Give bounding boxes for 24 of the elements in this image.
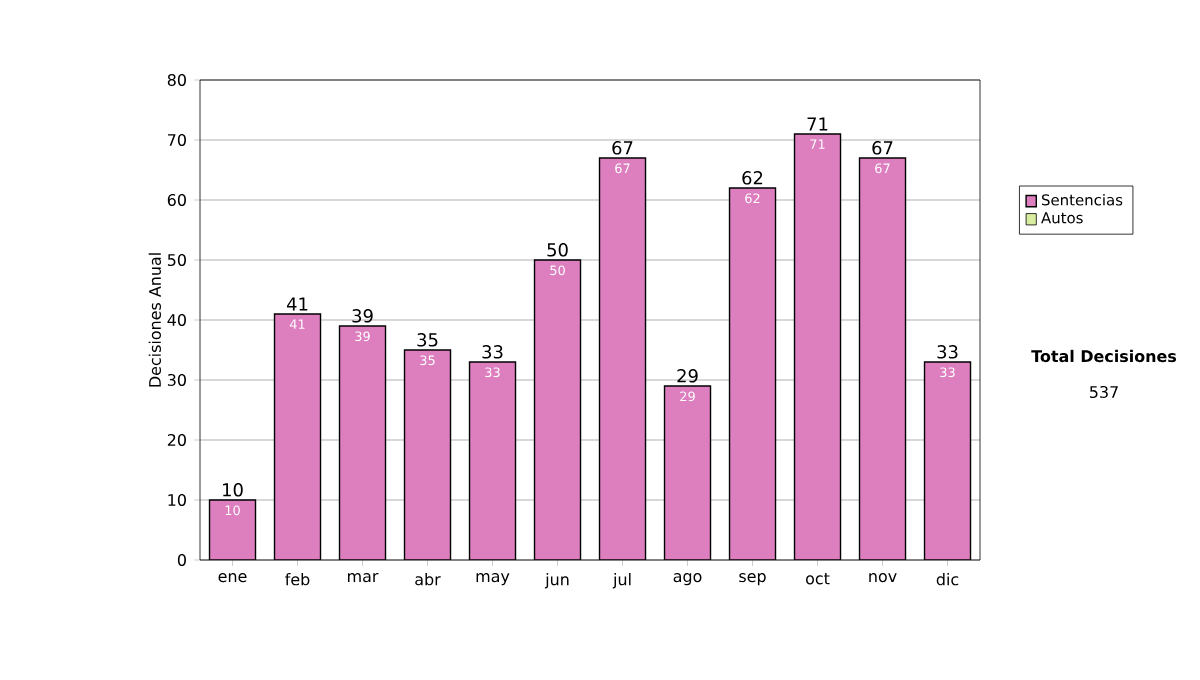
bar [859, 158, 906, 560]
bar [599, 158, 646, 560]
total-label: 62 [742, 171, 763, 185]
bar [664, 386, 711, 560]
total-label: 10 [223, 483, 243, 497]
total-label: 50 [547, 243, 568, 257]
total-label: 71 [807, 117, 828, 131]
bar [469, 362, 516, 560]
bar [534, 260, 581, 560]
total-label: 35 [417, 333, 438, 347]
bar [339, 326, 386, 560]
total-label: 67 [872, 141, 893, 155]
bar [729, 188, 776, 560]
bar [923, 361, 972, 560]
total-label: 41 [286, 297, 308, 311]
total-label: 33 [937, 345, 958, 359]
bar [404, 350, 451, 560]
bar [209, 500, 256, 560]
bar [794, 134, 841, 560]
total-label: 39 [352, 309, 373, 323]
total-label: 67 [612, 141, 633, 155]
total-label: 33 [482, 345, 503, 359]
total-label: 29 [677, 369, 698, 383]
bar [274, 314, 321, 560]
